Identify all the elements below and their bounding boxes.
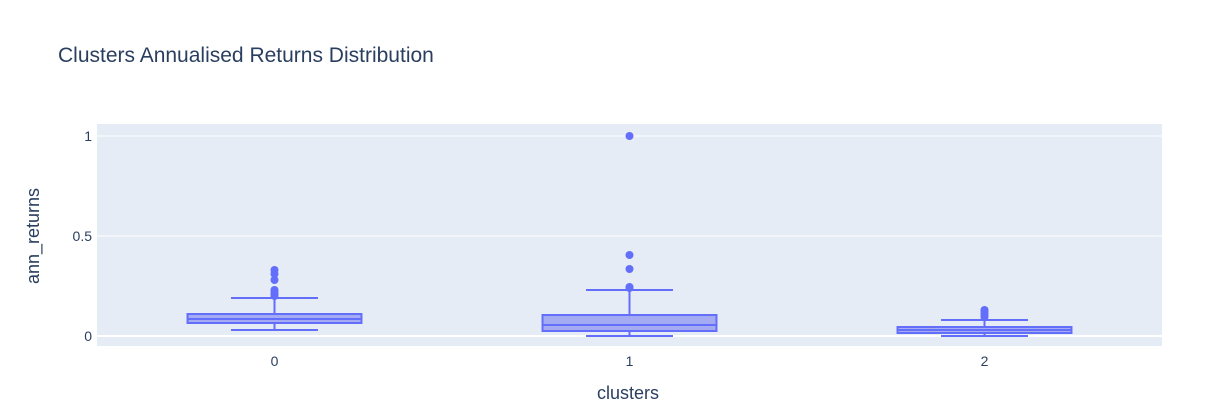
y-axis-ticks: 00.51 (73, 128, 93, 344)
outlier-point (270, 286, 279, 294)
x-axis-ticks: 0 1 2 (271, 353, 989, 369)
x-tick-label: 2 (981, 353, 989, 369)
outlier-point (270, 266, 279, 274)
x-axis-title: clusters (597, 383, 659, 403)
iqr-box (541, 314, 718, 332)
box-cluster-0 (186, 266, 363, 331)
y-tick-label: 0.5 (73, 228, 93, 244)
x-tick-label: 1 (626, 353, 634, 369)
boxes (186, 132, 1073, 337)
outlier-point (625, 132, 634, 140)
box-cluster-2 (896, 306, 1073, 337)
outlier-point (270, 276, 279, 284)
x-tick-label: 0 (271, 353, 279, 369)
y-tick-label: 1 (84, 128, 92, 144)
y-axis-title: ann_returns (23, 188, 44, 284)
box-cluster-1 (541, 132, 718, 337)
outlier-point (980, 306, 989, 314)
outlier-point (625, 251, 634, 259)
chart-title: Clusters Annualised Returns Distribution (58, 44, 434, 67)
outlier-point (625, 283, 634, 291)
y-tick-label: 0 (84, 328, 92, 344)
outlier-point (625, 265, 634, 273)
